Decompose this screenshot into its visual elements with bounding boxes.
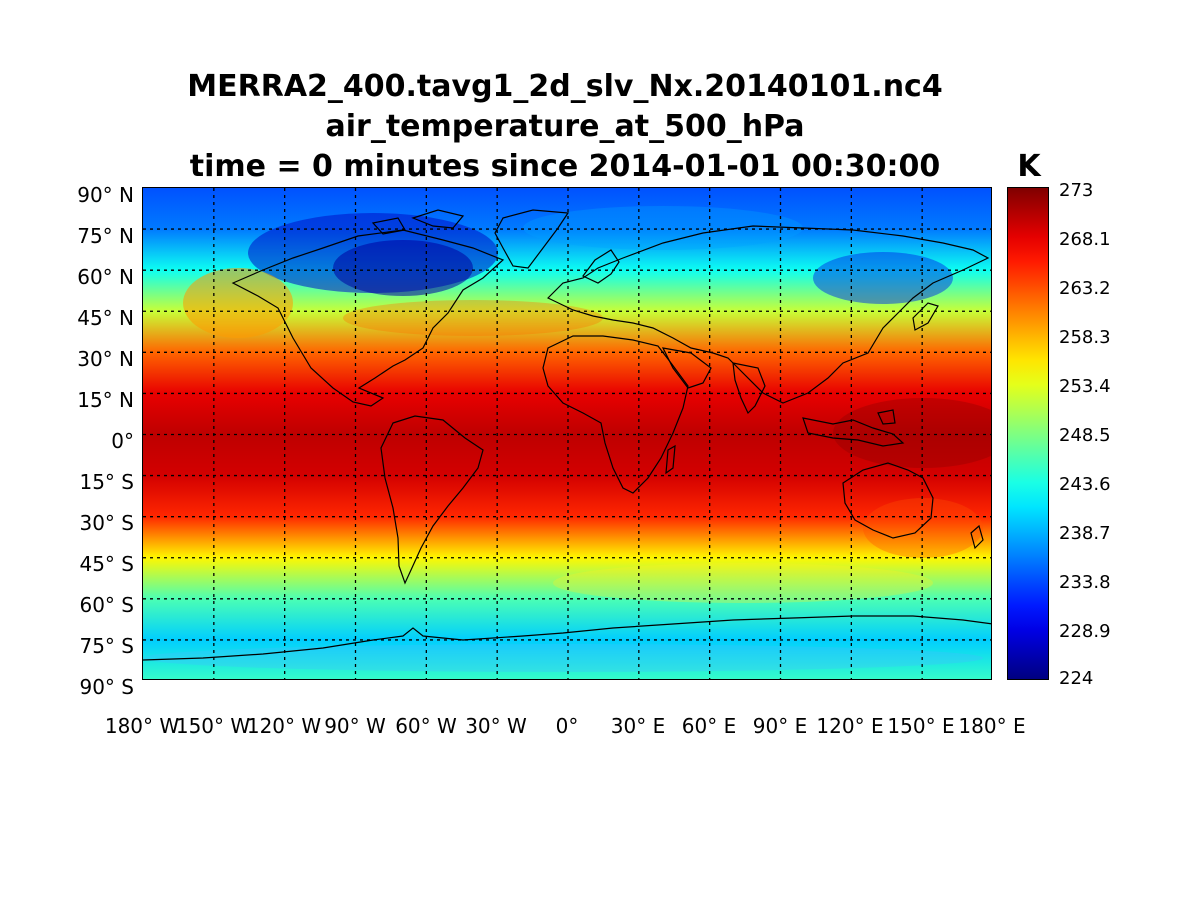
cold-core-canada xyxy=(333,240,473,296)
cool-arctic-eurasia xyxy=(523,206,803,250)
cold-pool-east-asia xyxy=(813,252,953,304)
temperature-map[interactable] xyxy=(142,187,992,680)
colorbar-unit-label: K xyxy=(1017,149,1041,184)
lat-tick-label: 30° S xyxy=(79,511,134,535)
graticule-grid xyxy=(143,188,991,679)
lon-tick-label: 120° W xyxy=(246,714,322,738)
colorbar-tick-label: 233.8 xyxy=(1059,572,1111,593)
coastline-south-america xyxy=(380,415,484,585)
chart-title-line-3: time = 0 minutes since 2014-01-01 00:30:… xyxy=(189,149,941,184)
lat-tick-label: 45° S xyxy=(79,552,134,576)
coastline-antarctica xyxy=(143,615,991,661)
colorbar-tick-label: 258.3 xyxy=(1059,327,1111,348)
regional-anomalies xyxy=(143,206,991,672)
coastline-new-zealand xyxy=(970,524,984,550)
colorbar-tick-label: 253.4 xyxy=(1059,376,1111,397)
coastline-australia xyxy=(842,462,934,539)
coastline-africa xyxy=(542,335,689,494)
chart-title-line-1: MERRA2_400.tavg1_2d_slv_Nx.20140101.nc4 xyxy=(187,69,943,104)
lon-tick-label: 180° E xyxy=(958,714,1026,738)
coastline-north-america xyxy=(231,229,505,407)
colorbar-tick-label: 238.7 xyxy=(1059,523,1111,544)
lon-tick-label: 150° E xyxy=(887,714,955,738)
colorbar-tick-label: 228.9 xyxy=(1059,621,1111,642)
coastline-maritime-continent xyxy=(802,409,905,447)
lon-tick-label: 60° W xyxy=(395,714,457,738)
coastline-scandinavia xyxy=(582,249,620,284)
coastline-greenland xyxy=(494,209,570,269)
coastline-japan xyxy=(912,302,939,331)
coastline-madagascar xyxy=(665,444,676,475)
lon-tick-label: 120° E xyxy=(816,714,884,738)
lat-tick-label: 0° xyxy=(111,429,134,453)
chart-title-line-2: air_temperature_at_500_hPa xyxy=(325,109,805,144)
warm-ridge-alaska xyxy=(183,268,293,338)
colorbar-tick-label: 224 xyxy=(1059,668,1094,689)
lat-tick-label: 60° N xyxy=(77,265,134,289)
antarctic-band xyxy=(143,644,983,672)
coastline-arabia xyxy=(661,347,712,389)
lon-tick-label: 90° E xyxy=(752,714,808,738)
lon-tick-label: 60° E xyxy=(681,714,737,738)
lon-tick-label: 90° W xyxy=(324,714,386,738)
lon-tick-label: 30° E xyxy=(610,714,666,738)
warm-pool-west-pacific xyxy=(833,398,991,468)
lat-tick-label: 60° S xyxy=(79,593,134,617)
colorbar xyxy=(1007,187,1049,680)
lat-tick-label: 15° S xyxy=(79,470,134,494)
colorbar-tick-label: 268.1 xyxy=(1059,229,1111,250)
colorbar-tick-label: 263.2 xyxy=(1059,278,1111,299)
lat-tick-label: 75° S xyxy=(79,634,134,658)
lat-tick-label: 45° N xyxy=(77,306,134,330)
lon-tick-label: 150° W xyxy=(175,714,251,738)
map-canvas xyxy=(143,188,991,679)
lon-tick-label: 180° W xyxy=(104,714,180,738)
lon-tick-label: 30° W xyxy=(465,714,527,738)
coastline-india xyxy=(732,362,766,415)
coastline-canadian-archipelago xyxy=(371,209,465,235)
coastlines xyxy=(143,209,991,661)
warm-band-north-atlantic xyxy=(343,300,603,336)
colorbar-tick-label: 248.5 xyxy=(1059,425,1111,446)
warm-australia xyxy=(863,498,983,558)
colorbar-tick-label: 273 xyxy=(1059,180,1094,201)
cool-band-southern-ocean xyxy=(553,563,933,603)
coastline-europe-asia xyxy=(546,225,990,404)
lat-tick-label: 90° S xyxy=(79,675,134,699)
lon-tick-label: 0° xyxy=(555,714,579,738)
lat-tick-label: 15° N xyxy=(77,388,134,412)
colorbar-tick-label: 243.6 xyxy=(1059,474,1111,495)
lat-tick-label: 75° N xyxy=(77,224,134,248)
lat-tick-label: 90° N xyxy=(77,183,134,207)
lat-tick-label: 30° N xyxy=(77,347,134,371)
